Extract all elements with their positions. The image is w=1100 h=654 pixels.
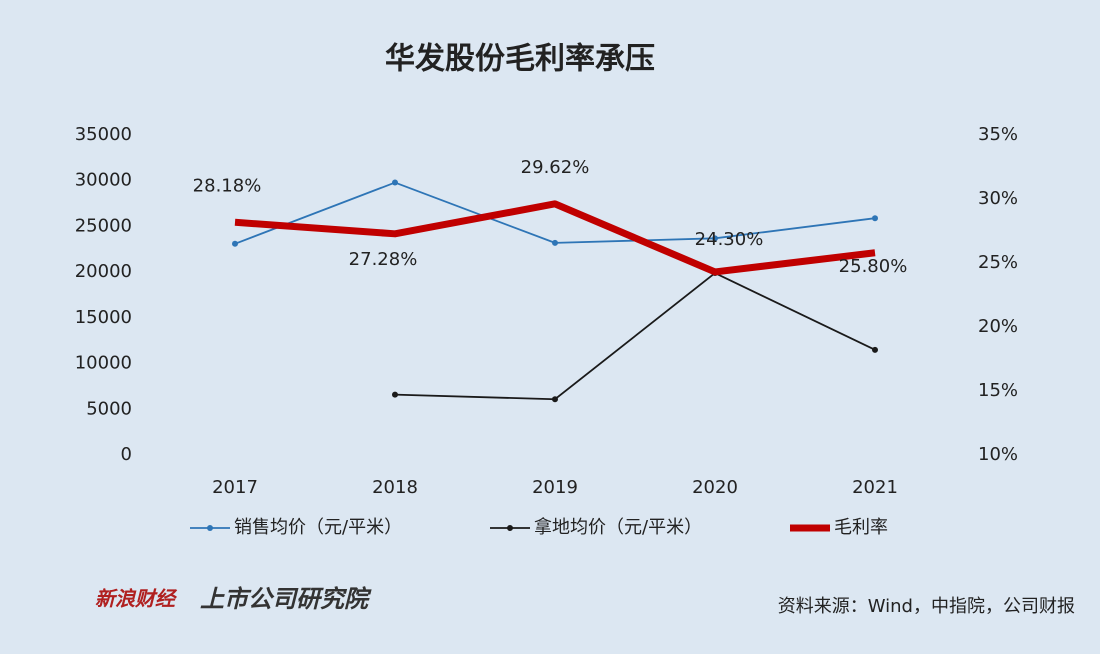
data-label: 29.62% [521, 157, 590, 178]
y-tick-label: 35000 [75, 124, 132, 145]
point [392, 179, 398, 186]
y2-tick-label: 25% [978, 252, 1018, 273]
source: 资料来源：Wind，中指院，公司财报 [778, 596, 1075, 617]
y-tick-label: 25000 [75, 215, 132, 236]
point [232, 240, 238, 247]
x-tick-label: 2017 [212, 477, 258, 498]
legend-label: 拿地均价（元/平米） [534, 516, 702, 538]
point [872, 346, 878, 353]
legend-label: 销售均价（元/平米） [234, 517, 402, 538]
x-tick-label: 2021 [852, 477, 898, 498]
data-label: 25.80% [839, 256, 908, 277]
legend-label: 毛利率 [834, 517, 888, 538]
y-tick-label: 20000 [75, 261, 132, 282]
y-tick-label: 5000 [86, 398, 132, 419]
series-line [234, 200, 876, 276]
point [872, 215, 878, 222]
y-tick-label: 10000 [75, 353, 132, 374]
point [392, 391, 398, 398]
logo: 新浪财经 [95, 587, 178, 611]
data-label: 27.28% [349, 249, 418, 270]
chart-title: 华发股份毛利率承压 [385, 42, 655, 77]
x-tick-label: 2018 [372, 477, 418, 498]
y2-tick-label: 30% [978, 188, 1018, 209]
data-label: 28.18% [193, 175, 262, 196]
legend-marker [507, 525, 513, 531]
x-tick-label: 2020 [692, 477, 738, 498]
y2-tick-label: 10% [978, 444, 1018, 465]
y2-tick-label: 20% [978, 316, 1018, 337]
y2-tick-label: 35% [978, 124, 1018, 145]
point [552, 239, 558, 246]
legend-marker [207, 525, 213, 531]
logo: 上市公司研究院 [200, 585, 372, 613]
y2-tick-label: 15% [978, 380, 1018, 401]
series-line [394, 272, 876, 401]
y-tick-label: 30000 [75, 170, 132, 191]
y-tick-label: 15000 [75, 307, 132, 328]
point [712, 235, 718, 242]
x-tick-label: 2019 [532, 477, 578, 498]
data-label: 24.30% [695, 229, 764, 250]
point [552, 396, 558, 403]
y-tick-label: 0 [121, 444, 132, 465]
